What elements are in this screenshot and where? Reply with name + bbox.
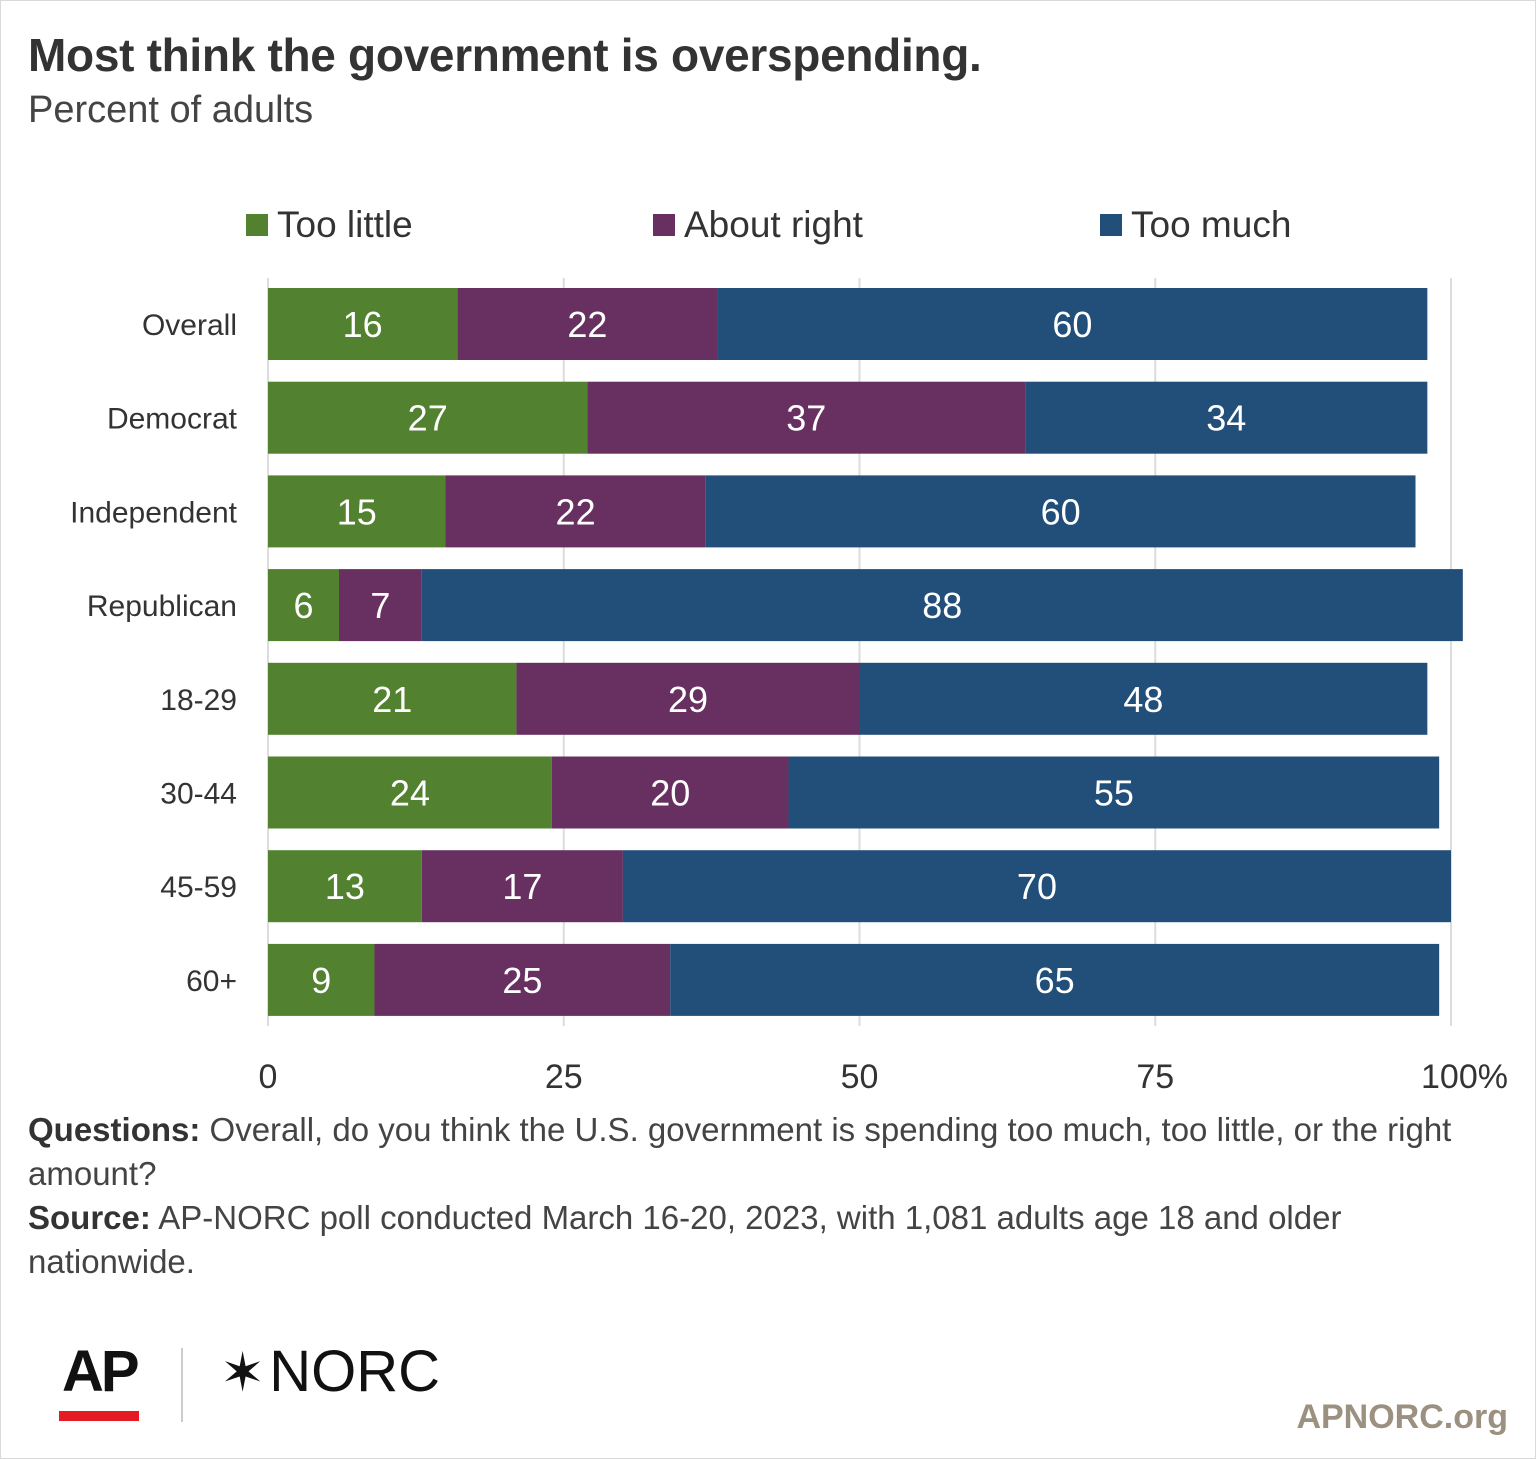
bar-30-44-about-right [551,756,789,829]
bar-independent-too-little [268,475,446,548]
x-tick-label: 0 [259,1058,278,1096]
norc-logo-text: NORC [269,1339,441,1404]
norc-star-icon: ✶ [220,1343,266,1403]
category-label-independent: Independent [70,496,237,529]
category-label-18-29: 18-29 [160,684,237,717]
legend-item-about-right: About right [653,204,864,245]
bar-60-about-right [374,943,671,1016]
category-label-overall: Overall [142,309,237,342]
bar-row-overall: 16 22 60 [268,288,1428,360]
category-label-30-44: 30-44 [160,778,237,811]
legend-swatch-too-much [1100,214,1122,236]
source-text: AP-NORC poll conducted March 16-20, 2023… [28,1199,1342,1280]
legend-item-too-much: Too much [1100,204,1291,245]
chart-notes: Questions: Overall, do you think the U.S… [28,1108,1498,1284]
ap-logo: AP [62,1339,140,1404]
bar-value-label: 37 [786,398,826,439]
category-label-45-59: 45-59 [160,871,237,904]
legend: Too little About right Too much [246,204,1291,245]
questions-text: Overall, do you think the U.S. governmen… [28,1111,1452,1192]
bar-row-republican: 6 7 88 [268,569,1463,642]
bar-overall-too-much [717,288,1428,360]
bar-18-29-too-much [859,662,1428,735]
norc-logo: ✶NORC [220,1338,440,1405]
bar-value-label: 22 [567,304,607,345]
bars: 16 22 60 27 37 34 15 22 60 6 7 88 21 29 48 24 20 55 13 17 70… [268,288,1463,1016]
bar-overall-too-little [268,288,458,360]
bar-value-label: 48 [1123,679,1163,720]
bar-value-label: 20 [650,773,690,814]
bar-row-independent: 15 22 60 [268,475,1416,548]
bar-value-label: 21 [372,679,412,720]
logo-divider [181,1348,183,1422]
legend-label-too-much: Too much [1131,204,1291,245]
x-axis-ticks: 0 25 50 75 100% [259,1058,1508,1096]
bar-value-label: 17 [502,866,542,907]
bar-value-label: 70 [1017,866,1057,907]
source-note: Source: AP-NORC poll conducted March 16-… [28,1196,1498,1284]
legend-swatch-too-little [246,214,268,236]
bar-value-label: 6 [293,585,313,626]
bar-value-label: 16 [343,304,383,345]
bar-democrat-too-much [1025,381,1428,454]
bar-value-label: 15 [337,491,377,532]
questions-label: Questions: [28,1111,201,1148]
bar-overall-about-right [457,288,718,360]
bar-45-59-too-little [268,850,422,923]
bar-value-label: 29 [668,679,708,720]
bar-independent-about-right [445,475,706,548]
bar-value-label: 55 [1094,773,1134,814]
bar-value-label: 25 [502,960,542,1001]
site-url: APNORC.org [1296,1398,1508,1436]
bar-value-label: 88 [922,585,962,626]
bar-democrat-about-right [587,381,1026,454]
bar-45-59-about-right [421,850,623,923]
bar-value-label: 22 [556,491,596,532]
category-label-democrat: Democrat [107,403,238,436]
bar-value-label: 60 [1041,491,1081,532]
legend-label-too-little: Too little [277,204,413,245]
bar-row-60: 9 25 65 [268,943,1440,1016]
bar-value-label: 27 [408,398,448,439]
bar-18-29-too-little [268,662,517,735]
bar-value-label: 13 [325,866,365,907]
category-label-republican: Republican [87,590,237,623]
bar-democrat-too-little [268,381,588,454]
bar-60-too-little [268,943,375,1016]
bar-row-45-59: 13 17 70 [268,850,1451,923]
legend-swatch-about-right [653,214,675,236]
bar-60-too-much [670,943,1440,1016]
bar-value-label: 65 [1035,960,1075,1001]
chart-title: Most think the government is overspendin… [28,29,982,81]
legend-item-too-little: Too little [246,204,413,245]
bar-value-label: 7 [370,585,390,626]
bar-value-label: 34 [1206,398,1246,439]
x-tick-label: 50 [841,1058,879,1096]
bar-value-label: 60 [1052,304,1092,345]
bar-row-30-44: 24 20 55 [268,756,1440,829]
bar-value-label: 24 [390,773,430,814]
bar-30-44-too-much [788,756,1440,829]
bar-independent-too-much [705,475,1416,548]
x-tick-label: 100% [1421,1058,1508,1096]
legend-label-about-right: About right [684,204,864,245]
chart-subtitle: Percent of adults [28,89,314,131]
bar-republican-about-right [338,569,422,642]
x-tick-label: 75 [1136,1058,1174,1096]
bar-row-democrat: 27 37 34 [268,381,1428,454]
bar-value-label: 9 [311,960,331,1001]
bar-18-29-about-right [516,662,860,735]
x-tick-label: 25 [545,1058,583,1096]
bar-30-44-too-little [268,756,552,829]
ap-logo-underline [59,1411,139,1421]
bar-republican-too-little [268,569,339,642]
bar-45-59-too-much [622,850,1451,923]
bar-republican-too-much [421,569,1463,642]
source-label: Source: [28,1199,151,1236]
category-labels: Overall Democrat Independent Republican 18-2… [70,309,237,998]
bar-row-18-29: 21 29 48 [268,662,1428,735]
questions-note: Questions: Overall, do you think the U.S… [28,1108,1498,1196]
category-label-60: 60+ [186,965,237,998]
